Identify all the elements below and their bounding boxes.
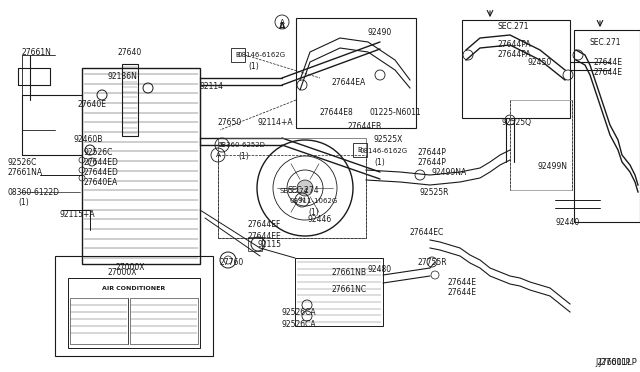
Text: 92499N: 92499N <box>538 162 568 171</box>
Text: J27601LP: J27601LP <box>595 358 630 367</box>
Text: 27644P: 27644P <box>418 158 447 167</box>
Text: 92525R: 92525R <box>420 188 449 197</box>
Text: 92115+A: 92115+A <box>60 210 95 219</box>
Text: 92525X: 92525X <box>374 135 403 144</box>
Text: 27760: 27760 <box>220 258 244 267</box>
Text: 27644EB: 27644EB <box>348 122 382 131</box>
Text: 27644PA: 27644PA <box>498 50 532 59</box>
Text: 27640: 27640 <box>118 48 142 57</box>
Text: 27644EF: 27644EF <box>248 220 282 229</box>
Text: AIR CONDITIONER: AIR CONDITIONER <box>102 286 166 291</box>
Bar <box>130 298 198 344</box>
Text: (1): (1) <box>308 208 319 217</box>
Text: 27661N: 27661N <box>22 48 52 57</box>
Text: 08360-6122D: 08360-6122D <box>8 188 60 197</box>
Text: A: A <box>280 19 284 25</box>
Text: 27644ED: 27644ED <box>84 168 119 177</box>
Text: SEC.274: SEC.274 <box>280 188 309 194</box>
Text: 27644PA: 27644PA <box>498 40 532 49</box>
Bar <box>55 256 213 356</box>
Bar <box>462 20 570 118</box>
Text: 92499NA: 92499NA <box>432 168 467 177</box>
Text: 27661NB: 27661NB <box>332 268 367 277</box>
Text: 08146-6162G: 08146-6162G <box>360 148 408 154</box>
Text: 27644E: 27644E <box>594 68 623 77</box>
Text: 27000X: 27000X <box>108 268 138 277</box>
Text: (1): (1) <box>238 152 249 161</box>
Text: 92526C: 92526C <box>84 148 113 157</box>
Text: 92115: 92115 <box>258 240 282 249</box>
Bar <box>574 30 640 222</box>
Text: 27644E8: 27644E8 <box>320 108 354 117</box>
Text: 27650: 27650 <box>218 118 243 127</box>
Text: 92440: 92440 <box>556 218 580 227</box>
Text: 27644EA: 27644EA <box>332 78 366 87</box>
Text: 92525Q: 92525Q <box>502 118 532 127</box>
Text: (1): (1) <box>374 158 385 167</box>
Bar <box>295 258 383 326</box>
Text: B: B <box>358 147 362 153</box>
Text: 92136N: 92136N <box>108 72 138 81</box>
Text: N: N <box>300 197 305 203</box>
Text: 27644EC: 27644EC <box>410 228 444 237</box>
Text: (1): (1) <box>18 198 29 207</box>
Text: SEC.271: SEC.271 <box>590 38 621 47</box>
Text: B: B <box>236 52 241 58</box>
Text: 92114+A: 92114+A <box>258 118 294 127</box>
Text: 92526CA: 92526CA <box>282 320 317 329</box>
Text: 92446: 92446 <box>308 215 332 224</box>
Text: (1): (1) <box>248 62 259 71</box>
Text: 92450: 92450 <box>528 58 552 67</box>
Text: 92480: 92480 <box>368 265 392 274</box>
Text: A: A <box>216 152 220 158</box>
Bar <box>248 237 262 251</box>
Text: 01225-N6011: 01225-N6011 <box>370 108 422 117</box>
Text: 27644E: 27644E <box>448 288 477 297</box>
Text: 08146-6162G: 08146-6162G <box>238 52 286 58</box>
Text: 92460B: 92460B <box>74 135 104 144</box>
Text: A: A <box>279 22 285 31</box>
Text: 27755R: 27755R <box>418 258 447 267</box>
Bar <box>510 100 572 190</box>
Circle shape <box>297 180 313 196</box>
Bar <box>70 298 128 344</box>
Bar <box>68 278 200 348</box>
Text: 27644P: 27644P <box>418 148 447 157</box>
Text: 27644EE: 27644EE <box>248 232 282 241</box>
Text: 08360-6252D: 08360-6252D <box>218 142 266 148</box>
Bar <box>82 68 200 264</box>
Bar <box>296 18 416 128</box>
Text: S: S <box>220 142 224 148</box>
Text: J27601LP: J27601LP <box>598 358 637 367</box>
Text: 27661NC: 27661NC <box>332 285 367 294</box>
Bar <box>231 48 245 62</box>
Text: 27000X: 27000X <box>115 263 145 272</box>
Text: SEC.271: SEC.271 <box>498 22 529 31</box>
Text: 92526CA: 92526CA <box>282 308 317 317</box>
Text: 92490: 92490 <box>368 28 392 37</box>
Text: 08911-1062G: 08911-1062G <box>290 198 339 204</box>
Bar <box>122 64 138 136</box>
Text: SEC.274: SEC.274 <box>288 186 319 195</box>
Text: 27644E: 27644E <box>594 58 623 67</box>
Text: 27644E: 27644E <box>448 278 477 287</box>
Text: 27644ED: 27644ED <box>84 158 119 167</box>
Bar <box>218 138 366 238</box>
Text: 92526C: 92526C <box>8 158 37 167</box>
Text: 27640E: 27640E <box>78 100 107 109</box>
Text: 27640EA: 27640EA <box>84 178 118 187</box>
Bar <box>353 143 367 157</box>
Text: 27661NA: 27661NA <box>8 168 43 177</box>
Text: 92114: 92114 <box>200 82 224 91</box>
